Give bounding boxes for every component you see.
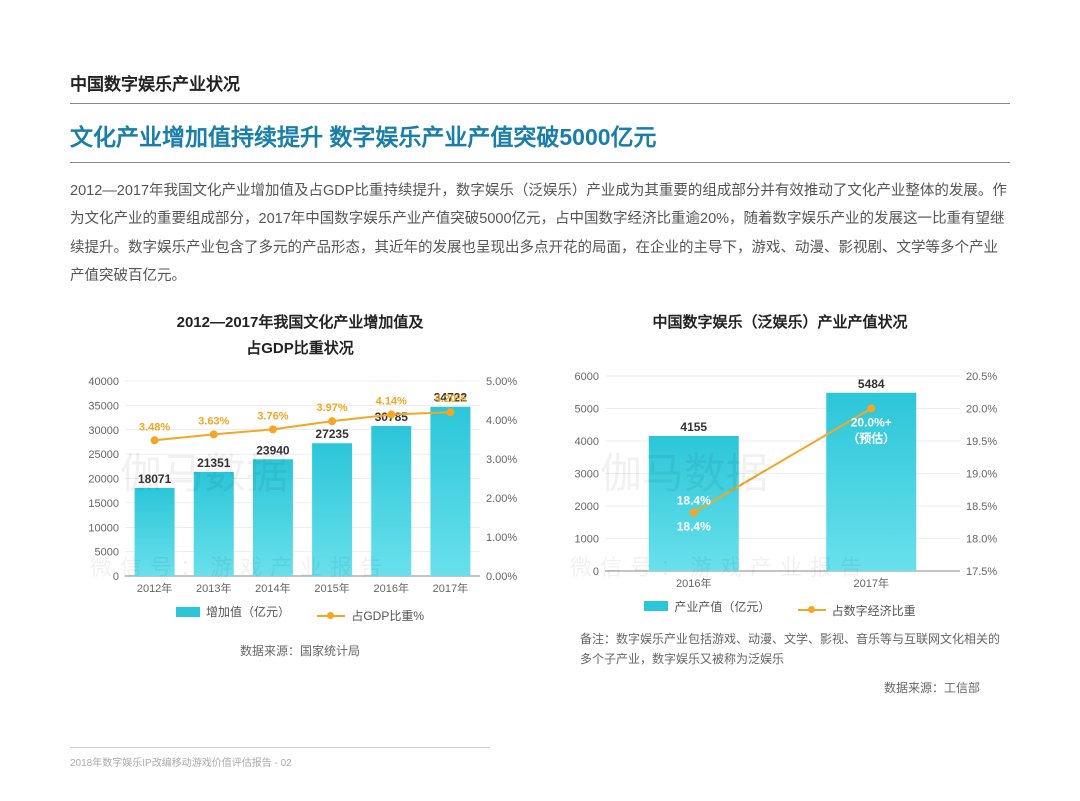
- svg-text:2012年: 2012年: [137, 581, 172, 595]
- svg-text:4.14%: 4.14%: [376, 396, 407, 408]
- svg-text:5484: 5484: [858, 376, 885, 390]
- svg-text:5000: 5000: [95, 547, 119, 559]
- section-title: 中国数字娱乐产业状况: [70, 70, 1010, 104]
- svg-text:1.00%: 1.00%: [486, 532, 517, 544]
- chart1-legend-bar: 增加值（亿元）: [176, 603, 290, 620]
- svg-text:2000: 2000: [575, 501, 599, 513]
- svg-text:（预估）: （预估）: [847, 430, 895, 445]
- svg-text:4155: 4155: [680, 420, 707, 434]
- svg-text:3.48%: 3.48%: [139, 421, 170, 433]
- footer: 2018年数字娱乐IP改编移动游戏价值评估报告 - 02: [70, 747, 490, 769]
- svg-text:5000: 5000: [575, 403, 599, 415]
- svg-text:18.4%: 18.4%: [677, 519, 711, 533]
- svg-text:18.5%: 18.5%: [966, 501, 997, 513]
- charts-row: 2012—2017年我国文化产业增加值及 占GDP比重状况 0500010000…: [70, 310, 1010, 696]
- svg-text:2014年: 2014年: [255, 581, 290, 595]
- svg-text:3.76%: 3.76%: [257, 410, 288, 422]
- chart2-note: 备注：数字娱乐产业包括游戏、动漫、文学、影视、音乐等与互联网文化相关的多个子产业…: [550, 629, 1010, 670]
- svg-text:19.0%: 19.0%: [966, 468, 997, 480]
- subtitle: 文化产业增加值持续提升 数字娱乐产业产值突破5000亿元: [70, 118, 1010, 163]
- chart2-legend: 产业产值（亿元） 占数字经济比重: [550, 598, 1010, 619]
- chart2-source: 数据来源：工信部: [550, 679, 1010, 696]
- chart1-source: 数据来源：国家统计局: [70, 642, 530, 659]
- chart2-legend-bar: 产业产值（亿元）: [644, 598, 770, 615]
- svg-text:3.00%: 3.00%: [486, 454, 517, 466]
- svg-text:2016年: 2016年: [374, 581, 409, 595]
- svg-text:2.00%: 2.00%: [486, 493, 517, 505]
- svg-text:27235: 27235: [315, 427, 349, 441]
- svg-text:6000: 6000: [575, 371, 599, 383]
- chart1-legend-line: 占GDP比重%: [317, 607, 424, 624]
- svg-text:2015年: 2015年: [314, 581, 349, 595]
- chart1-svg: 0 5000 10000 15000 20000 25000 30000 35000 40000…: [70, 361, 530, 601]
- chart2-title: 中国数字娱乐（泛娱乐）产业产值状况: [550, 310, 1010, 336]
- svg-text:40000: 40000: [88, 376, 119, 388]
- chart1-column: 2012—2017年我国文化产业增加值及 占GDP比重状况 0 5000 10000…: [70, 310, 530, 696]
- svg-text:4.20%: 4.20%: [435, 393, 466, 405]
- svg-text:18.4%: 18.4%: [677, 493, 711, 507]
- svg-text:3.97%: 3.97%: [316, 402, 347, 414]
- svg-text:2016年: 2016年: [676, 576, 711, 590]
- chart2-svg: 0 1000 2000 3000 4000 5000 6000 17.5% 18.0% 18.5%…: [550, 356, 1010, 596]
- svg-text:3000: 3000: [575, 468, 599, 480]
- chart2-legend-line: 占数字经济比重: [798, 602, 916, 619]
- svg-text:3.63%: 3.63%: [198, 415, 229, 427]
- svg-text:18.0%: 18.0%: [966, 533, 997, 545]
- svg-text:20.0%+: 20.0%+: [851, 415, 892, 429]
- svg-text:30000: 30000: [88, 425, 119, 437]
- svg-text:0: 0: [113, 571, 119, 583]
- svg-text:2017年: 2017年: [433, 581, 468, 595]
- svg-text:2013年: 2013年: [196, 581, 231, 595]
- svg-text:15000: 15000: [88, 498, 119, 510]
- chart1-title: 2012—2017年我国文化产业增加值及 占GDP比重状况: [70, 310, 530, 361]
- svg-text:25000: 25000: [88, 449, 119, 461]
- svg-text:4.00%: 4.00%: [486, 415, 517, 427]
- svg-text:20000: 20000: [88, 474, 119, 486]
- svg-text:0: 0: [593, 566, 599, 578]
- svg-text:0.00%: 0.00%: [486, 571, 517, 583]
- svg-text:19.5%: 19.5%: [966, 436, 997, 448]
- svg-text:35000: 35000: [88, 400, 119, 412]
- svg-text:5.00%: 5.00%: [486, 376, 517, 388]
- chart2-column: 中国数字娱乐（泛娱乐）产业产值状况 0 1000 2000 3000 4000 5000 6…: [550, 310, 1010, 696]
- svg-text:4000: 4000: [575, 436, 599, 448]
- svg-text:21351: 21351: [197, 456, 231, 470]
- svg-text:20.0%: 20.0%: [966, 403, 997, 415]
- body-text: 2012—2017年我国文化产业增加值及占GDP比重持续提升，数字娱乐（泛娱乐）…: [70, 177, 1010, 290]
- svg-text:1000: 1000: [575, 533, 599, 545]
- svg-text:2017年: 2017年: [854, 576, 889, 590]
- chart1-legend: 增加值（亿元） 占GDP比重%: [70, 603, 530, 624]
- svg-text:20.5%: 20.5%: [966, 371, 997, 383]
- svg-text:23940: 23940: [256, 443, 290, 457]
- svg-text:17.5%: 17.5%: [966, 566, 997, 578]
- svg-text:10000: 10000: [88, 522, 119, 534]
- svg-text:18071: 18071: [138, 472, 172, 486]
